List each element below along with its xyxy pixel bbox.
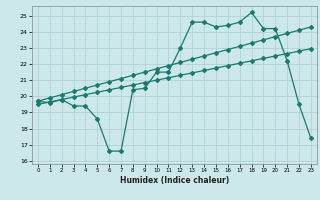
X-axis label: Humidex (Indice chaleur): Humidex (Indice chaleur) <box>120 176 229 185</box>
